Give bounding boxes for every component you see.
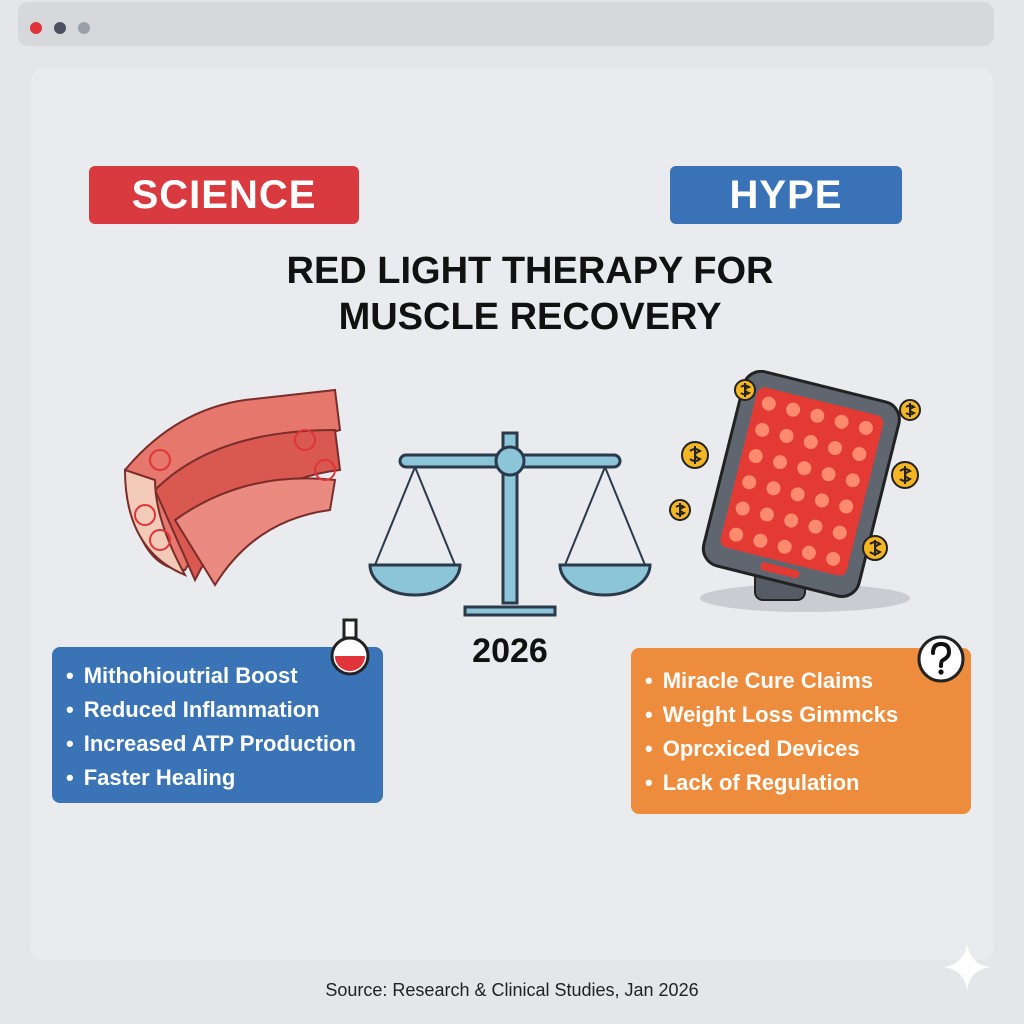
red-light-panel-icon (669, 370, 921, 612)
balance-scale-icon (368, 431, 652, 617)
hype-list-item: Oprcxiced Devices (645, 732, 957, 766)
led (759, 507, 774, 522)
led (834, 414, 849, 429)
sparkle-icon (944, 944, 990, 990)
science-list-item: Increased ATP Production (66, 727, 369, 761)
hype-badge: HYPE (670, 166, 902, 224)
close-window-button[interactable] (30, 22, 42, 34)
year-label: 2026 (472, 632, 548, 670)
led (753, 533, 768, 548)
led (826, 551, 841, 566)
led (790, 487, 805, 502)
led (797, 461, 812, 476)
hype-list-item: Weight Loss Gimmcks (645, 698, 957, 732)
hype-list-item: Lack of Regulation (645, 766, 957, 800)
title-line-1: RED LIGHT THERAPY FOR (286, 250, 774, 292)
led (742, 475, 757, 490)
led (845, 473, 860, 488)
flask-icon (330, 618, 370, 676)
science-badge: SCIENCE (89, 166, 359, 224)
minimize-window-button[interactable] (54, 22, 66, 34)
dollar-coin-icon (669, 379, 921, 561)
hype-list-item: Miracle Cure Claims (645, 664, 957, 698)
led (810, 408, 825, 423)
science-list: Mithohioutrial Boost Reduced Inflammatio… (52, 647, 383, 803)
led (832, 525, 847, 540)
led (839, 499, 854, 514)
led (803, 434, 818, 449)
browser-top-bar (18, 2, 994, 46)
led (784, 513, 799, 528)
led (786, 402, 801, 417)
led (773, 455, 788, 470)
source-caption: Source: Research & Clinical Studies, Jan… (325, 980, 699, 1000)
science-list-item: Mithohioutrial Boost (66, 659, 369, 693)
page-title: RED LIGHT THERAPY FOR MUSCLE RECOVERY (180, 248, 880, 340)
led (852, 447, 867, 462)
dollar-sign-marks (675, 383, 917, 556)
muscle-icon (123, 388, 342, 587)
led (748, 449, 763, 464)
led (779, 428, 794, 443)
led (777, 539, 792, 554)
led (735, 501, 750, 516)
science-list-item: Reduced Inflammation (66, 693, 369, 727)
led (808, 519, 823, 534)
led (821, 467, 836, 482)
led (801, 545, 816, 560)
maximize-window-button[interactable] (78, 22, 90, 34)
science-list-item: Faster Healing (66, 761, 369, 795)
hype-list: Miracle Cure Claims Weight Loss Gimmcks … (631, 648, 971, 814)
led (828, 441, 843, 456)
question-icon (917, 635, 965, 683)
led (729, 527, 744, 542)
led (755, 422, 770, 437)
led (761, 396, 776, 411)
led (766, 481, 781, 496)
title-line-2: MUSCLE RECOVERY (338, 296, 722, 338)
led (814, 493, 829, 508)
led (858, 420, 873, 435)
